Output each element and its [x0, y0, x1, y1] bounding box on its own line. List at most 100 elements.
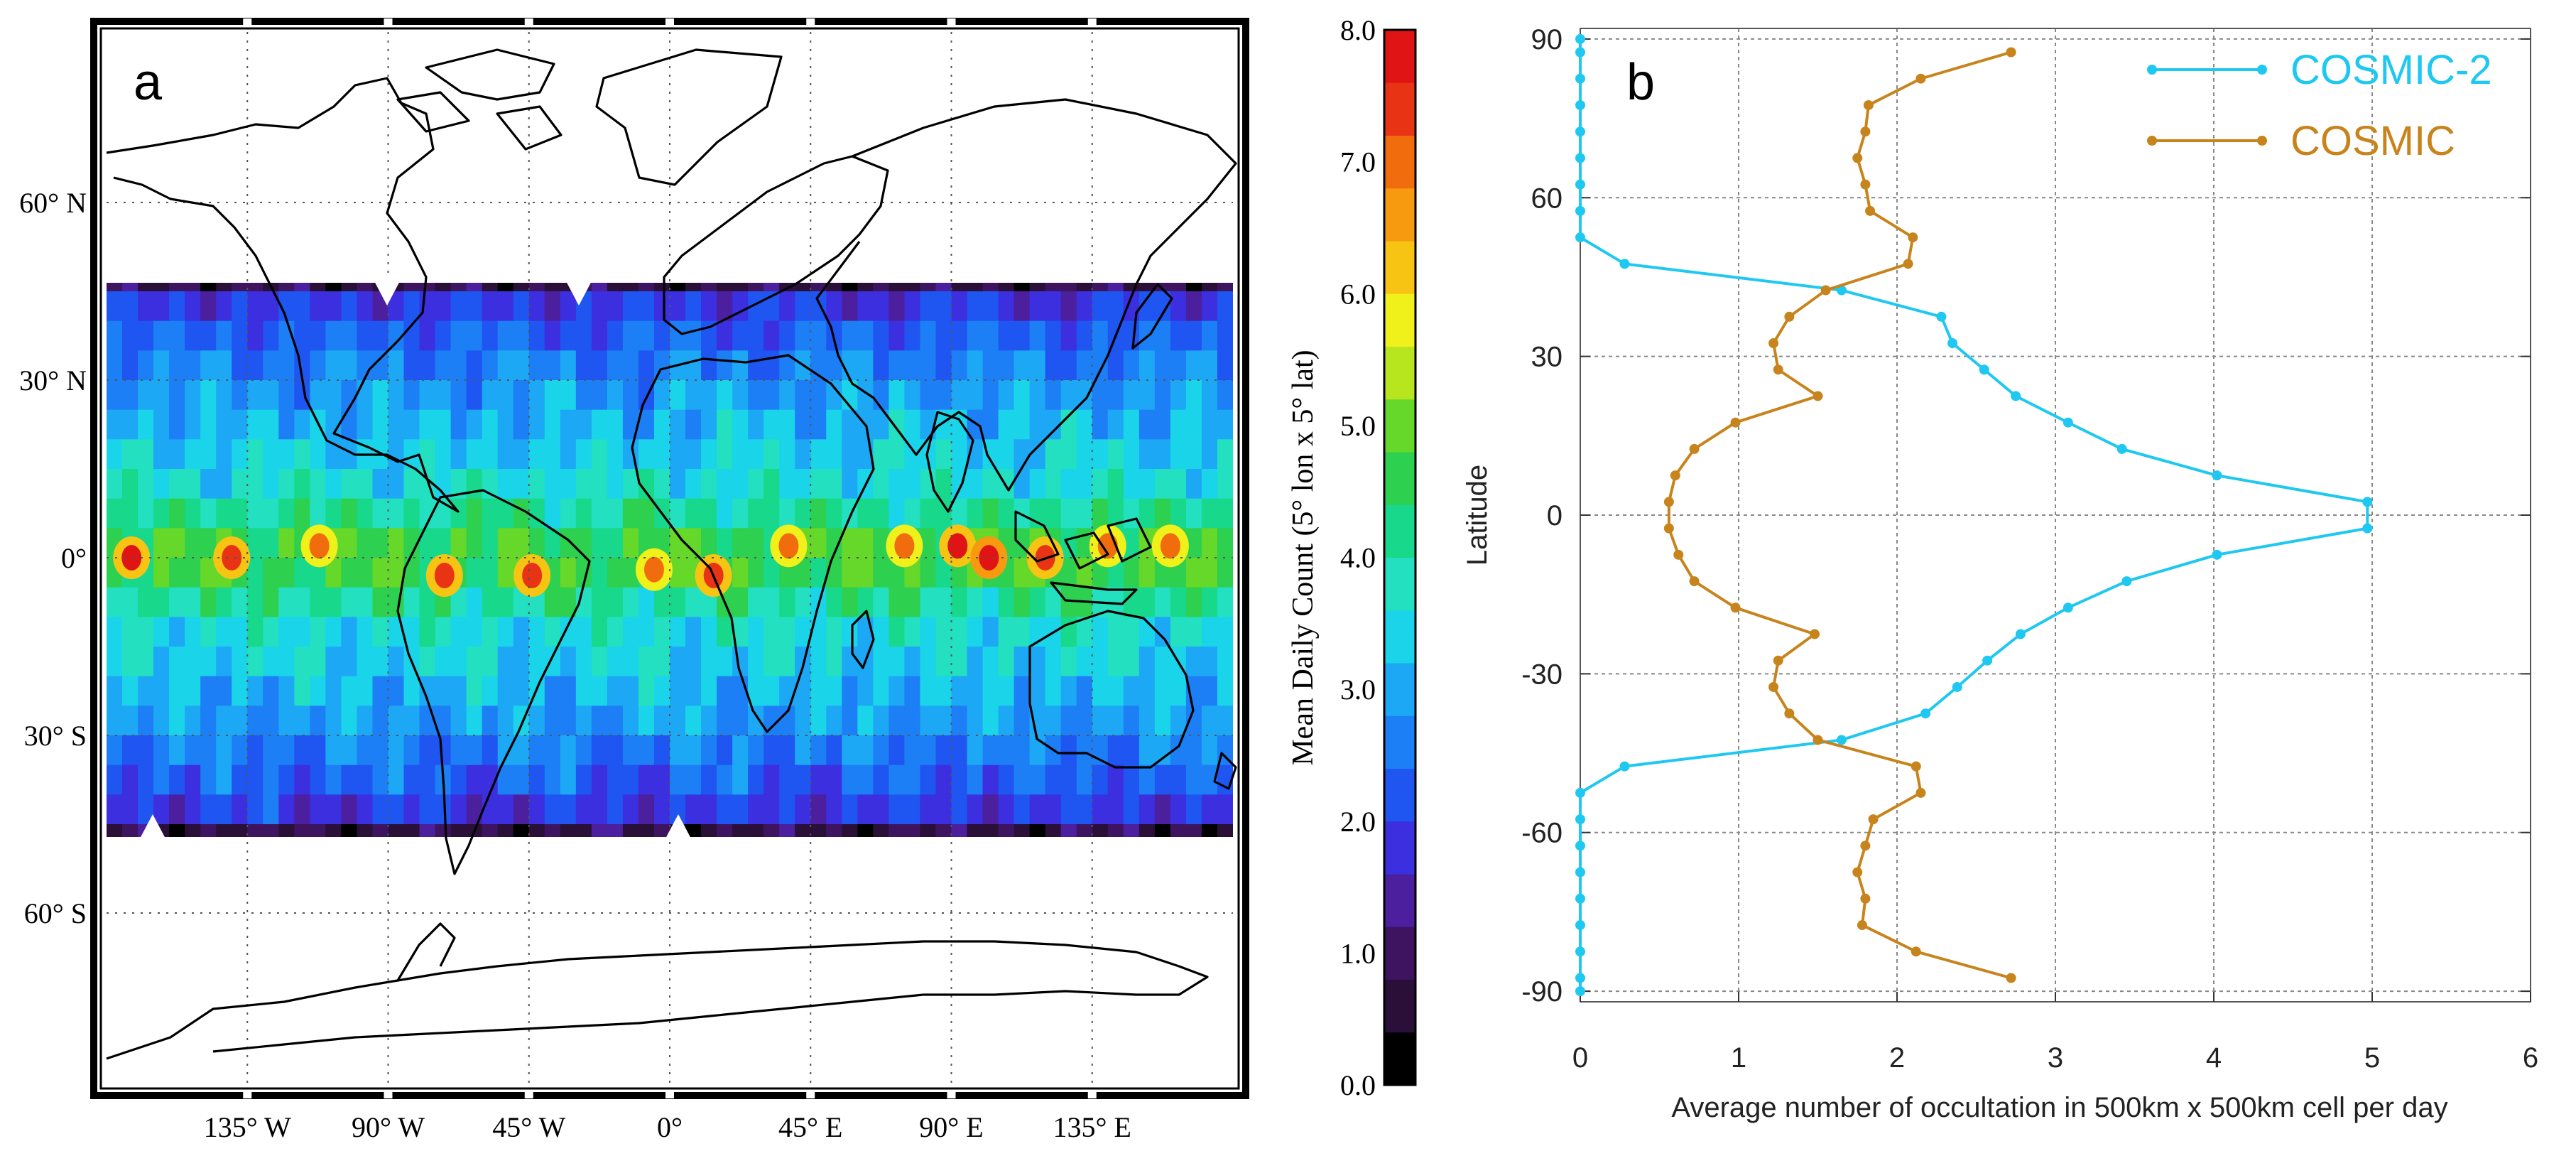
colorbar-swatch — [1384, 135, 1415, 189]
density-cell — [372, 647, 389, 677]
density-cell — [1060, 676, 1077, 706]
density-cell — [419, 676, 436, 706]
density-cell — [294, 824, 310, 837]
density-cell — [1154, 735, 1171, 766]
density-cell — [1076, 676, 1093, 706]
density-cell — [888, 587, 906, 617]
notch-bottom-2 — [664, 814, 692, 841]
density-cell — [1154, 439, 1171, 470]
density-cell — [544, 350, 561, 381]
density-cell — [497, 587, 514, 617]
density-cell — [185, 350, 201, 381]
density-cell — [810, 706, 827, 736]
density-cell — [1092, 439, 1109, 470]
density-cell — [1201, 439, 1218, 470]
density-cell — [717, 735, 733, 766]
density-cell — [653, 735, 670, 766]
density-cell — [200, 735, 217, 766]
density-cell — [670, 558, 686, 588]
density-cell — [341, 439, 358, 470]
density-cell — [575, 320, 592, 351]
density-cell — [544, 283, 561, 292]
density-cell — [357, 617, 374, 647]
density-cell — [1092, 409, 1109, 440]
density-cell — [1201, 291, 1218, 322]
density-cell — [638, 409, 655, 440]
density-cell — [310, 291, 326, 322]
density-cell — [1029, 283, 1046, 292]
density-cell — [935, 320, 952, 351]
density-cell — [1201, 498, 1218, 529]
density-cell — [732, 469, 749, 499]
density-cell — [310, 824, 326, 837]
density-cell — [982, 764, 999, 795]
density-cell — [247, 498, 263, 529]
density-cell — [779, 320, 795, 351]
density-cell — [1138, 350, 1156, 381]
density-cell — [607, 824, 624, 837]
density-cell — [888, 647, 906, 677]
density-cell — [200, 706, 217, 736]
colorbar: 0.0 1.0 2.0 3.0 4.0 5.0 6.0 7.0 8.0 Mean Daily C… — [1287, 14, 1417, 1101]
density-cell — [748, 558, 764, 588]
density-cell — [1060, 558, 1077, 588]
density-cell — [310, 469, 326, 499]
density-cell — [435, 647, 452, 677]
density-cell — [185, 409, 201, 440]
density-cell — [1107, 439, 1124, 470]
map-y-tick-label: 60° N — [19, 187, 87, 219]
density-cell — [263, 439, 279, 470]
density-cell — [560, 409, 577, 440]
density-cell — [748, 469, 764, 499]
density-cell — [1076, 794, 1093, 825]
density-cell — [263, 676, 279, 706]
density-cell — [278, 439, 295, 470]
density-cell — [388, 706, 405, 736]
map-x-tick-label: 90° W — [352, 1111, 425, 1143]
density-cell — [1185, 587, 1202, 617]
density-cell — [138, 320, 154, 351]
density-cell — [732, 558, 749, 588]
density-cell — [185, 735, 201, 766]
density-cell — [904, 291, 921, 322]
density-cell — [826, 283, 842, 292]
density-cell — [200, 647, 217, 677]
density-cell — [544, 380, 561, 411]
density-cell — [1154, 320, 1171, 351]
density-cell — [419, 824, 436, 837]
density-cell — [1123, 528, 1140, 558]
density-cell — [1092, 469, 1109, 499]
density-cell — [294, 380, 310, 411]
hotspot-core — [894, 533, 915, 559]
data-point-cosmic-2 — [1575, 47, 1585, 58]
density-cell — [920, 764, 937, 795]
density-cell — [920, 320, 937, 351]
density-cell — [748, 647, 764, 677]
density-cell — [998, 439, 1015, 470]
density-cell — [935, 439, 952, 470]
density-cell — [435, 283, 452, 292]
density-cell — [732, 764, 749, 795]
density-cell — [575, 676, 592, 706]
density-cell — [763, 735, 780, 766]
density-cell — [372, 735, 389, 766]
density-cell — [1107, 824, 1124, 837]
density-cell — [325, 380, 342, 411]
density-cell — [482, 320, 499, 351]
density-cell — [341, 647, 358, 677]
density-cell — [967, 617, 984, 647]
data-point-cosmic-2 — [1936, 311, 1947, 322]
density-cell — [1217, 320, 1233, 351]
density-cell — [294, 439, 310, 470]
density-cell — [873, 587, 889, 617]
density-cell — [920, 350, 937, 381]
density-cell — [419, 617, 436, 647]
density-cell — [842, 469, 858, 499]
density-cell — [403, 439, 420, 470]
density-cell — [497, 735, 514, 766]
occultation-density-band — [107, 283, 1233, 837]
density-cell — [701, 824, 717, 837]
density-cell — [450, 439, 467, 470]
density-cell — [513, 320, 530, 351]
data-point-cosmic-2 — [1575, 814, 1585, 825]
